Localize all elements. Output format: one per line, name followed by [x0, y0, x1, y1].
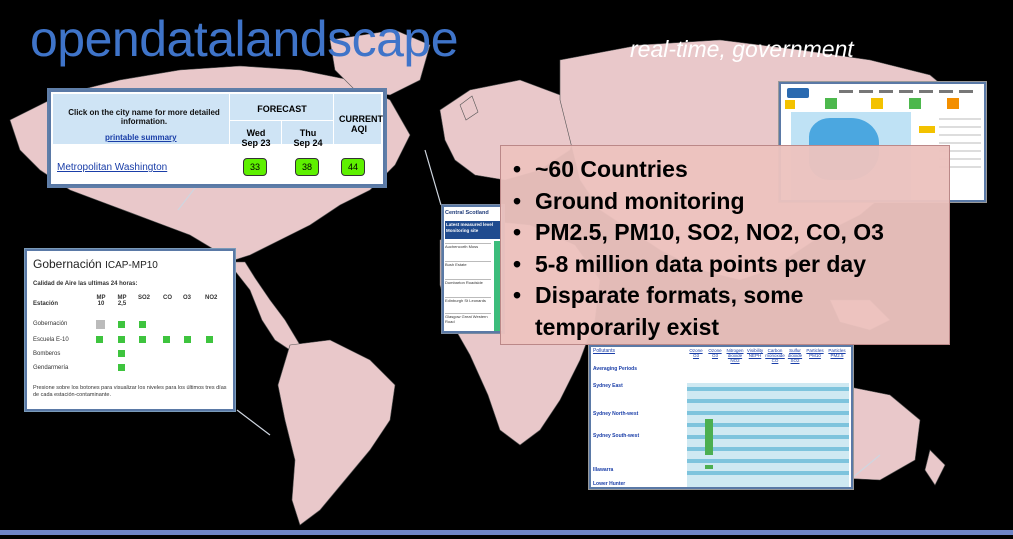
gob-header-station: Estación: [33, 301, 59, 307]
syd-col[interactable]: Ozone O3: [689, 348, 703, 358]
scotland-site[interactable]: Bush Estate: [445, 261, 491, 267]
gob-cell-button[interactable]: [118, 336, 125, 343]
pollutants-label[interactable]: Pollutants: [593, 348, 615, 354]
fact-item: • 5-8 million data points per day: [513, 250, 867, 277]
page-subtitle: real-time, government: [630, 36, 854, 62]
gob-cell-button[interactable]: [96, 320, 105, 329]
scotland-site[interactable]: Edinburgh St Leonards: [445, 297, 491, 303]
gob-cell-button[interactable]: [139, 321, 146, 328]
gob-header-co: CO: [163, 295, 172, 301]
syd-col[interactable]: Particles PM2.5: [828, 348, 846, 358]
gob-cell-button[interactable]: [96, 336, 103, 343]
printable-summary-link[interactable]: printable summary: [105, 133, 177, 142]
syd-region[interactable]: Lower Hunter: [593, 481, 626, 487]
scotland-site[interactable]: Auchencorth Moss: [445, 243, 491, 249]
key-facts-box: • ~60 Countries • Ground monitoring • PM2.5…: [500, 145, 950, 345]
forecast-label: FORECAST: [257, 104, 307, 114]
gob-cell-button[interactable]: [118, 364, 125, 371]
gob-row-bomberos: Bomberos: [33, 351, 61, 357]
page-title: opendatalandscape: [30, 11, 459, 67]
gob-cell-button[interactable]: [163, 336, 170, 343]
gob-cell-button[interactable]: [118, 321, 125, 328]
syd-col[interactable]: Carbon monoxide CO: [765, 348, 785, 363]
status-tile: [947, 98, 959, 109]
aqi-day2-badge[interactable]: 38: [295, 158, 319, 176]
syd-region[interactable]: Sydney South-west: [593, 433, 640, 439]
aqi-table-header: Click on the city name for more detailed…: [53, 94, 383, 148]
reading-badge: [919, 126, 935, 133]
status-tile: [825, 98, 837, 109]
fact-item: • Disparate formats, some temporarily exi…: [513, 282, 804, 340]
fact-item: • ~60 Countries: [513, 156, 688, 182]
city-link[interactable]: Metropolitan Washington: [57, 162, 168, 173]
syd-region[interactable]: Sydney North-west: [593, 411, 639, 417]
gob-title: Gobernación ICAP-MP10: [33, 257, 158, 271]
status-tile: [909, 98, 921, 109]
scotland-site[interactable]: Glasgow Great Western Road: [445, 313, 491, 324]
gob-header-mp25: MP 2,5: [117, 295, 127, 307]
gob-header-no2: NO2: [205, 295, 218, 301]
syd-col[interactable]: Visibility NEPH: [746, 348, 764, 358]
scotland-site[interactable]: Dumbarton Roadside: [445, 279, 491, 285]
forecast-day1: Wed Sep 23: [241, 128, 271, 148]
fact-item: • Ground monitoring: [513, 187, 745, 214]
gob-cell-button[interactable]: [139, 336, 146, 343]
syd-region[interactable]: Illawarra: [593, 467, 614, 473]
scotland-header: Latest measured level Monitoring site: [445, 221, 501, 239]
aqi-instruction: Click on the city name for more detailed…: [68, 108, 220, 126]
syd-col[interactable]: Nitrogen dioxide NO2: [726, 348, 744, 363]
gobernacion-panel: Gobernación ICAP-MP10 Calidad de Aire la…: [24, 248, 236, 412]
status-tile: [871, 98, 883, 109]
gob-cell-button[interactable]: [118, 350, 125, 357]
gob-row-escuela: Escuela E-10: [33, 337, 69, 343]
averaging-label[interactable]: Averaging Periods: [593, 366, 637, 372]
gob-note: Presione sobre los botones para visualiz…: [33, 385, 227, 398]
gob-header-o3: O3: [183, 295, 192, 301]
syd-data-area: [687, 383, 849, 487]
gob-header-so2: SO2: [138, 295, 151, 301]
aqi-day1-badge[interactable]: 33: [243, 158, 267, 176]
site-nav: [839, 90, 979, 93]
gob-row-gobernacion: Gobernación: [33, 321, 68, 327]
sydney-table-panel: Pollutants Averaging Periods Ozone O3 Oz…: [588, 344, 854, 490]
gob-header-mp10: MP 10: [96, 295, 106, 307]
key-facts-list: • ~60 Countries • Ground monitoring • PM2.5…: [509, 154, 935, 343]
site-logo: [787, 88, 809, 98]
fact-item: • PM2.5, PM10, SO2, NO2, CO, O3: [513, 219, 884, 245]
syd-col[interactable]: Particles PM10: [806, 348, 824, 358]
syd-region[interactable]: Sydney East: [593, 383, 623, 389]
bottom-rule: [0, 530, 1013, 535]
scotland-title: Central Scotland: [445, 210, 489, 216]
scotland-level-column: [494, 241, 501, 331]
syd-col[interactable]: Ozone O3: [708, 348, 722, 358]
status-tile: [785, 100, 795, 109]
gob-subtitle: Calidad de Aire las ultimas 24 horas:: [33, 281, 138, 287]
gob-cell-button[interactable]: [184, 336, 191, 343]
current-aqi-label: CURRENT AQI: [339, 114, 383, 134]
aqi-current-badge[interactable]: 44: [341, 158, 365, 176]
aqi-forecast-panel: Click on the city name for more detailed…: [47, 88, 387, 188]
gob-cell-button[interactable]: [206, 336, 213, 343]
central-scotland-panel: Central Scotland Latest measured level M…: [441, 204, 505, 334]
syd-col[interactable]: Sulfur dioxide SO2: [787, 348, 803, 363]
forecast-day2: Thu Sep 24: [293, 128, 323, 148]
gob-row-gendarmeria: Gendarmería: [33, 365, 69, 371]
